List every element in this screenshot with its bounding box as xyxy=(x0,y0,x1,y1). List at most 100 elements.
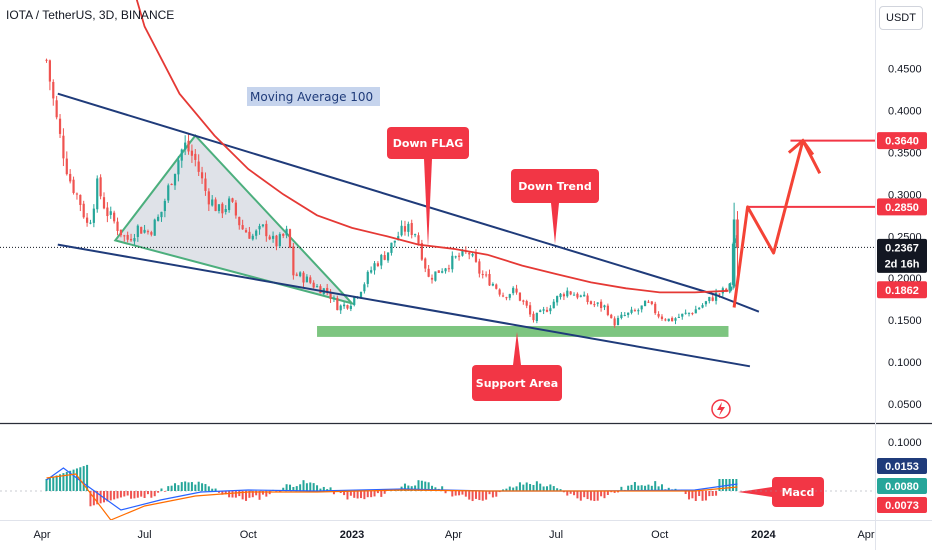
candle-body xyxy=(279,234,281,246)
candle-body xyxy=(306,277,308,283)
macd-histogram-bar xyxy=(167,486,169,491)
macd-histogram-bar xyxy=(110,491,112,500)
candle-body xyxy=(729,287,732,291)
candle-body xyxy=(245,230,247,232)
candle-body xyxy=(313,283,315,288)
candle-body xyxy=(674,318,676,320)
candle-body xyxy=(204,179,206,191)
candle-body xyxy=(509,294,511,298)
support-area-callout-pointer xyxy=(513,332,521,365)
candle-body xyxy=(617,318,619,325)
macd-histogram-bar xyxy=(536,481,538,491)
candle-body xyxy=(262,225,264,227)
candle-body xyxy=(495,284,497,288)
macd-histogram-bar xyxy=(539,484,541,491)
candle-body xyxy=(614,318,616,325)
macd-histogram-bar xyxy=(691,491,693,498)
down-trend-callout-pointer xyxy=(551,203,559,244)
candle-body xyxy=(546,310,548,312)
macd-histogram-bar xyxy=(451,491,453,496)
candle-body xyxy=(56,100,58,117)
support-area-callout: Support Area xyxy=(472,332,562,401)
macd-histogram-bar xyxy=(695,491,697,501)
candle-body xyxy=(712,297,714,300)
macd-histogram-bar xyxy=(580,491,582,501)
candle-body xyxy=(718,294,720,295)
candle-body xyxy=(488,274,490,285)
candle-body xyxy=(384,255,386,260)
candle-body xyxy=(45,60,47,61)
macd-histogram-bar xyxy=(735,479,737,491)
candle-body xyxy=(590,301,592,304)
macd-value-tag: 0.0073 xyxy=(877,497,927,513)
price-tag-countdown: 2d 16h xyxy=(885,258,920,270)
macd-histogram-bar xyxy=(157,491,159,493)
macd-value-tag: 0.0153 xyxy=(877,458,927,474)
macd-histogram-bar xyxy=(374,491,376,496)
candle-body xyxy=(93,209,95,223)
macd-histogram-bar xyxy=(715,491,717,496)
macd-histogram-bar xyxy=(445,491,447,493)
macd-histogram-bar xyxy=(238,491,240,496)
candle-body xyxy=(221,204,223,214)
candle-body xyxy=(272,236,274,239)
candle-body xyxy=(343,305,345,307)
macd-histogram-bar xyxy=(357,491,359,499)
candle-body xyxy=(211,199,213,205)
candle-body xyxy=(522,300,524,301)
macd-callout: Macd xyxy=(738,477,824,507)
candle-body xyxy=(512,288,514,293)
candle-body xyxy=(299,272,301,276)
currency-button[interactable]: USDT xyxy=(879,6,923,30)
macd-histogram-bar xyxy=(549,484,551,491)
alert-lightning-icon[interactable] xyxy=(712,400,730,418)
down-trend-callout-label: Down Trend xyxy=(518,180,591,193)
candle-body xyxy=(428,269,430,277)
macd-histogram-bar xyxy=(181,482,183,491)
ma-label: Moving Average 100 xyxy=(250,90,373,104)
candle-body xyxy=(265,224,267,236)
candle-body xyxy=(417,235,419,244)
candle-body xyxy=(701,305,703,308)
candle-body xyxy=(150,232,152,235)
macd-histogram-bar xyxy=(299,484,301,491)
macd-histogram-bar xyxy=(455,491,457,496)
macd-histogram-bar xyxy=(204,484,206,491)
macd-histogram-bar xyxy=(177,485,179,491)
candle-body xyxy=(350,306,352,309)
candle-body xyxy=(83,204,85,218)
macd-histogram-bar xyxy=(495,491,497,497)
candle-body xyxy=(333,298,335,299)
channel-upper-extension xyxy=(716,295,759,312)
candle-body xyxy=(559,294,561,297)
candle-body xyxy=(502,295,504,296)
macd-histogram-bar xyxy=(370,491,372,497)
candle-body xyxy=(174,174,176,186)
candle-body xyxy=(394,241,396,243)
candle-body xyxy=(133,238,135,241)
macd-histogram-bar xyxy=(519,482,521,491)
candle-body xyxy=(302,273,304,283)
candle-body xyxy=(515,289,517,293)
price-axis-tick: 0.4000 xyxy=(888,105,922,117)
candle-body xyxy=(526,301,528,306)
candle-body xyxy=(292,246,294,275)
candle-body xyxy=(89,223,91,224)
macd-histogram-bar xyxy=(120,491,122,497)
time-axis-tick: Apr xyxy=(445,529,462,541)
candle-body xyxy=(208,191,210,204)
macd-histogram-bar xyxy=(303,480,305,491)
candle-body xyxy=(458,256,460,257)
candle-body xyxy=(603,305,605,307)
candle-body xyxy=(201,172,203,178)
macd-value-tag: 0.0080 xyxy=(877,478,927,494)
candle-body xyxy=(390,243,392,253)
macd-histogram-bar xyxy=(377,491,379,493)
candle-body xyxy=(411,223,413,235)
macd-histogram-bar xyxy=(485,491,487,500)
candle-body xyxy=(438,270,440,273)
candle-body xyxy=(634,310,636,311)
candle-body xyxy=(143,230,145,233)
